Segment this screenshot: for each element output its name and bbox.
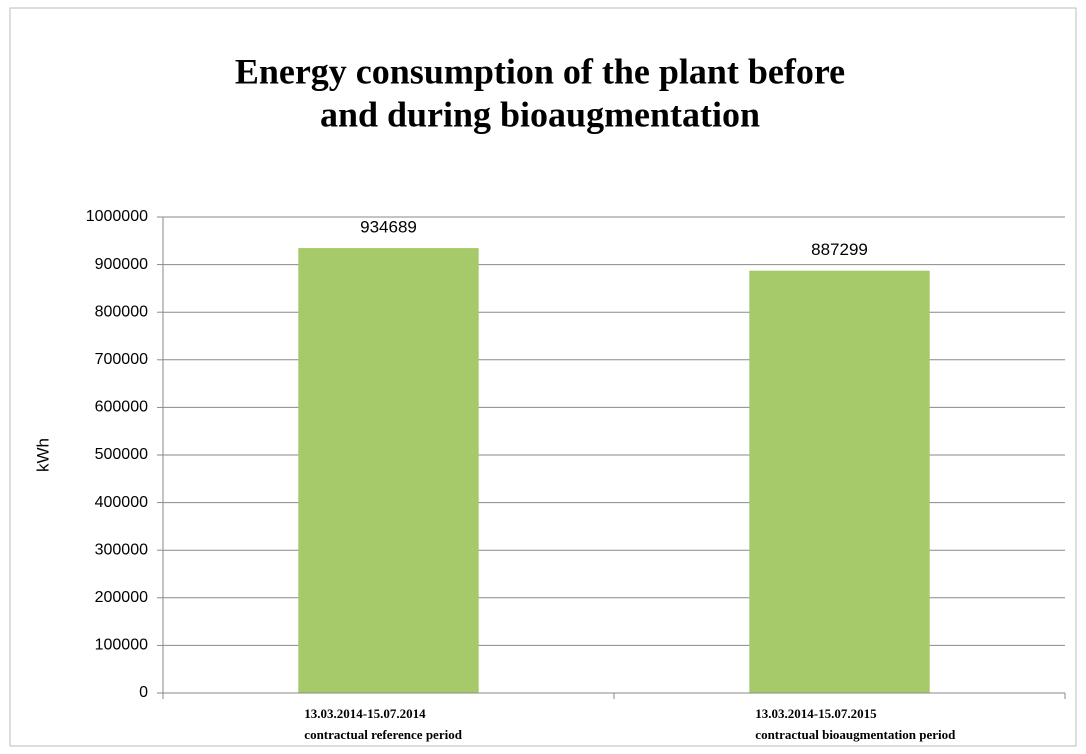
y-tick-label: 700000 [95,351,148,368]
x-tick-label: contractual bioaugmentation period [755,727,956,742]
chart-frame [9,7,1077,747]
bar [749,270,930,693]
y-tick-label: 600000 [95,399,148,416]
x-tick-label: contractual reference period [304,727,462,742]
y-tick-label: 500000 [95,446,148,463]
x-tick-label: 13.03.2014-15.07.2014 [304,706,426,721]
value-label: 934689 [360,218,417,237]
y-tick-label: 200000 [95,589,148,606]
chart-title: Energy consumption of the plant before [235,51,845,91]
y-axis-label: kWh [33,438,52,472]
y-tick-label: 100000 [95,637,148,654]
y-tick-label: 400000 [95,494,148,511]
y-tick-label: 900000 [95,256,148,273]
chart-title: and during bioaugmentation [320,94,760,134]
x-tick-label: 13.03.2014-15.07.2015 [755,706,877,721]
y-tick-label: 300000 [95,541,148,558]
bar [298,248,479,693]
y-tick-label: 0 [139,684,148,701]
value-label: 887299 [811,240,868,259]
y-tick-label: 1000000 [86,208,148,225]
y-tick-label: 800000 [95,303,148,320]
